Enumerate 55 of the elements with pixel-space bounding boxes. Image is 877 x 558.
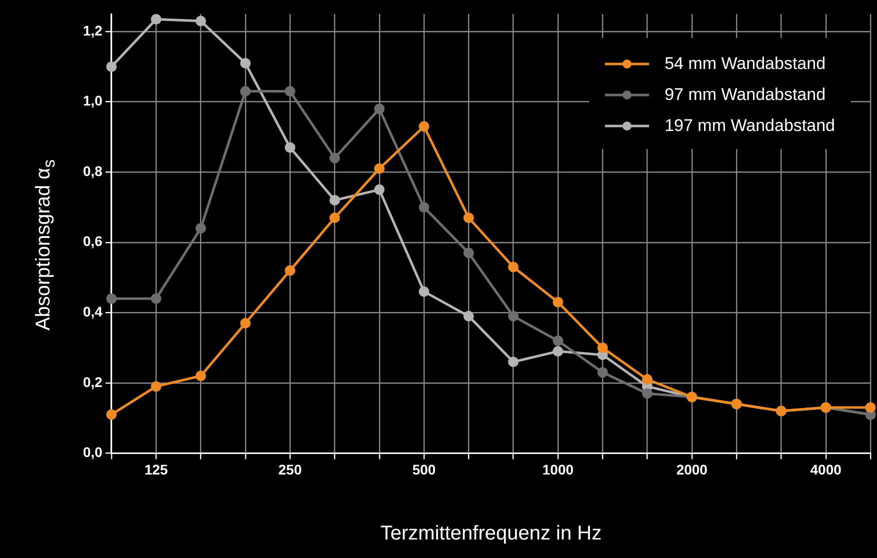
point bbox=[150, 381, 162, 392]
point bbox=[865, 402, 876, 413]
point bbox=[196, 16, 206, 26]
legend-label: 97 mm Wandabstand bbox=[664, 84, 826, 104]
legend-label: 197 mm Wandabstand bbox=[664, 116, 835, 136]
point bbox=[106, 409, 117, 420]
x-tick-label: 4000 bbox=[810, 461, 842, 478]
x-tick-label: 500 bbox=[412, 461, 436, 478]
point bbox=[196, 370, 206, 382]
point bbox=[597, 342, 608, 354]
point bbox=[284, 86, 296, 97]
y-tick-label: 0,8 bbox=[82, 162, 103, 179]
point bbox=[240, 86, 251, 97]
point bbox=[552, 296, 564, 308]
point bbox=[642, 388, 653, 399]
point bbox=[597, 367, 608, 378]
point bbox=[463, 310, 474, 322]
point bbox=[329, 152, 340, 164]
point bbox=[374, 104, 385, 114]
point bbox=[374, 184, 385, 195]
y-tick-label: 1,2 bbox=[82, 22, 103, 38]
y-tick-label: 0,2 bbox=[82, 374, 103, 390]
point bbox=[552, 336, 564, 346]
point bbox=[240, 58, 251, 68]
point bbox=[106, 293, 117, 304]
point bbox=[418, 121, 430, 132]
x-tick-label: 2000 bbox=[676, 461, 708, 478]
x-tick-label: 1000 bbox=[542, 461, 574, 478]
x-axis-title: Terzmittenfrequenz in Hz bbox=[380, 522, 602, 545]
point bbox=[418, 202, 430, 212]
point bbox=[329, 212, 340, 224]
point bbox=[106, 61, 117, 72]
y-tick-label: 0,0 bbox=[82, 444, 103, 460]
x-tick-label: 125 bbox=[144, 461, 168, 478]
point bbox=[240, 318, 251, 328]
point bbox=[418, 286, 430, 297]
point bbox=[374, 163, 385, 174]
y-tick-label: 0,6 bbox=[82, 233, 103, 250]
point bbox=[329, 194, 340, 206]
point bbox=[508, 310, 519, 322]
point bbox=[508, 262, 519, 272]
point bbox=[552, 346, 564, 357]
x-tick-label: 250 bbox=[278, 461, 302, 478]
y-tick-label: 1,0 bbox=[82, 92, 103, 109]
point bbox=[150, 293, 162, 304]
point bbox=[284, 265, 296, 276]
point bbox=[508, 356, 519, 368]
point bbox=[463, 248, 474, 258]
legend-label: 54 mm Wandabstand bbox=[664, 54, 826, 74]
point bbox=[463, 212, 474, 224]
point bbox=[196, 223, 206, 234]
point bbox=[150, 14, 162, 25]
point bbox=[642, 374, 653, 385]
point bbox=[284, 142, 296, 153]
y-tick-label: 0,4 bbox=[82, 304, 103, 320]
